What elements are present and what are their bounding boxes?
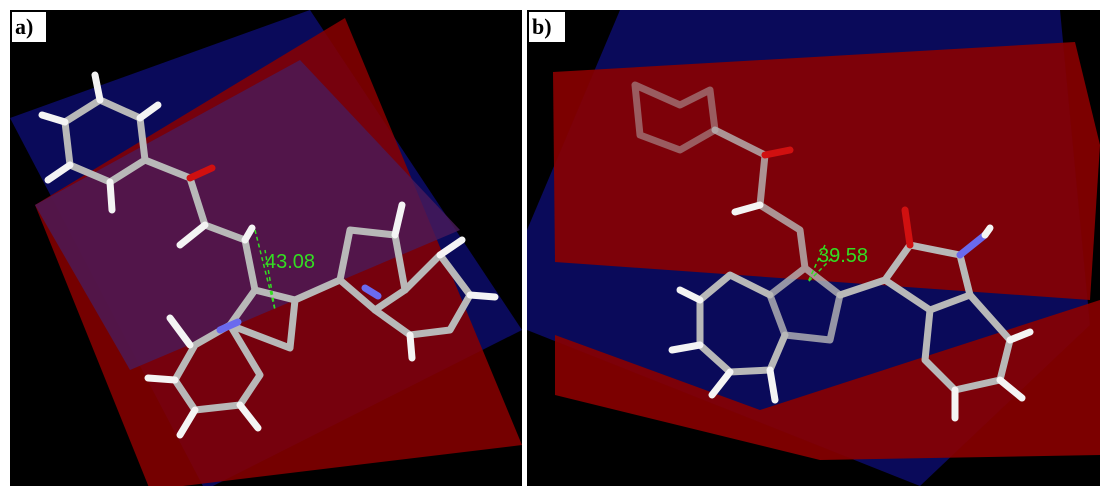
panel-label: b) [532,14,552,39]
angle-value: 39.58 [818,245,868,267]
panel-label: a) [15,14,33,39]
body: a) 43.08 [0,0,1105,489]
panel-b: b) 39.58 [527,10,1100,486]
angle-value: 43.08 [265,251,315,273]
panel-a: a) 43.08 [10,10,522,489]
figure: a) 43.08 [0,0,1105,489]
page: Molecular planes figure {"panels": [ {"l… [0,0,1105,489]
